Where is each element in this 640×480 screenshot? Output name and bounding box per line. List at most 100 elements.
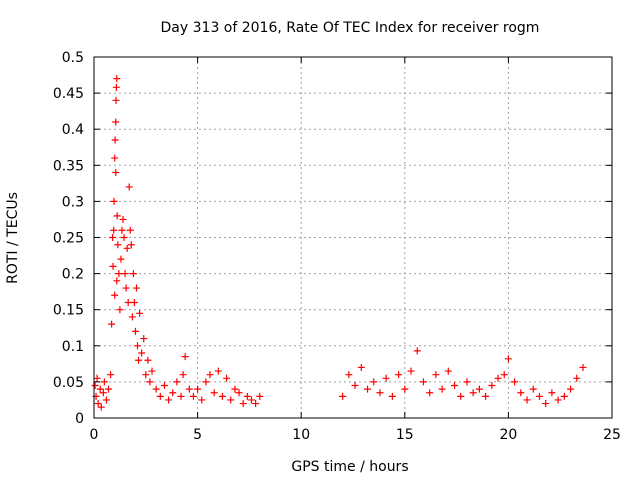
data-point (111, 291, 119, 299)
data-point (107, 371, 115, 379)
data-point (125, 183, 133, 191)
data-point (112, 118, 120, 126)
data-point (227, 396, 235, 404)
chart-title: Day 313 of 2016, Rate Of TEC Index for r… (161, 20, 540, 36)
data-point (517, 389, 525, 397)
data-point (252, 400, 260, 408)
data-point (120, 234, 128, 241)
data-point (500, 371, 508, 379)
data-point (134, 342, 142, 350)
data-point (198, 396, 206, 404)
data-point (97, 403, 105, 411)
data-point (102, 396, 110, 404)
y-tick-label: 0.45 (53, 86, 84, 102)
data-point (351, 382, 359, 390)
data-point (152, 385, 160, 393)
data-point (135, 356, 143, 364)
data-point (231, 385, 239, 393)
y-tick-label: 0.2 (62, 267, 84, 283)
data-point (451, 382, 459, 390)
data-point (173, 378, 181, 386)
y-tick-label: 0.15 (53, 303, 84, 319)
data-point (401, 385, 409, 393)
data-point (126, 226, 134, 234)
data-point (235, 389, 243, 397)
data-point (463, 378, 471, 386)
data-point (579, 363, 587, 371)
data-point (185, 385, 193, 393)
data-point (122, 284, 130, 292)
y-tick-label: 0.1 (62, 339, 84, 355)
data-point (339, 392, 347, 400)
data-point (146, 378, 154, 386)
axis-ticks: 0 5 10 15 20 25 0 0.05 0.1 0.15 0.2 0.25 0.3 0.35 0.4 0… (53, 50, 621, 443)
data-point (96, 385, 104, 393)
data-point (206, 371, 214, 379)
data-point (119, 215, 127, 223)
data-point (118, 226, 126, 234)
data-point (554, 396, 562, 404)
data-point (529, 385, 537, 393)
y-axis-label: ROTI / TECUs (5, 192, 21, 284)
data-point (407, 367, 415, 375)
data-point (109, 234, 117, 241)
data-point (345, 371, 353, 379)
data-point (112, 83, 120, 91)
data-point (548, 389, 556, 397)
data-point (91, 382, 99, 390)
data-point (142, 371, 150, 379)
data-point (156, 392, 164, 400)
data-point (100, 378, 108, 386)
y-tick-label: 0.4 (62, 122, 84, 138)
data-point (256, 392, 264, 400)
data-point (93, 374, 101, 382)
data-point (395, 371, 403, 379)
data-points (91, 75, 587, 411)
data-point (567, 385, 575, 393)
data-point (218, 392, 226, 400)
data-point (370, 378, 378, 386)
data-point (388, 392, 396, 400)
data-point (127, 241, 135, 249)
data-point (94, 400, 102, 408)
data-point (131, 327, 139, 335)
data-point (123, 244, 131, 252)
data-point (111, 154, 119, 162)
data-point (419, 378, 427, 386)
data-point (457, 392, 465, 400)
data-point (109, 262, 117, 270)
data-point (535, 392, 543, 400)
x-tick-label: 15 (396, 427, 414, 443)
data-point (189, 392, 197, 400)
data-point (121, 270, 129, 278)
data-point (124, 298, 132, 306)
data-point (469, 389, 477, 397)
data-point (210, 389, 218, 397)
data-point (426, 389, 434, 397)
data-point (165, 396, 173, 404)
data-point (138, 349, 146, 357)
x-tick-label: 25 (603, 427, 621, 443)
data-point (113, 212, 121, 220)
data-point (105, 385, 113, 393)
data-point (223, 374, 231, 382)
data-point (475, 385, 483, 393)
data-point (560, 392, 568, 400)
data-point (488, 382, 496, 390)
data-point (376, 389, 384, 397)
data-point (214, 367, 222, 375)
data-point (523, 396, 531, 404)
data-point (148, 367, 156, 375)
data-point (112, 169, 120, 177)
data-point (114, 241, 122, 249)
data-point (444, 367, 452, 375)
data-point (136, 309, 144, 317)
data-point (160, 382, 168, 390)
data-point (364, 385, 372, 393)
data-point (113, 75, 121, 83)
y-tick-label: 0 (75, 411, 84, 427)
y-tick-label: 0.35 (53, 158, 84, 174)
data-point (113, 277, 121, 285)
data-point (504, 355, 512, 363)
